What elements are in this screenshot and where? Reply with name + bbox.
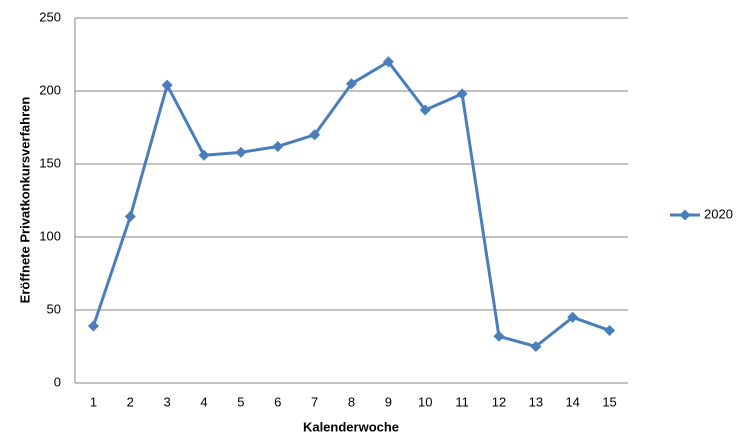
x-tick-label: 10 [418, 394, 432, 409]
x-tick-label: 2 [127, 394, 134, 409]
marker [456, 88, 468, 100]
x-tick-label: 9 [385, 394, 392, 409]
y-axis-title: Eröffnete Privatkonkursverfahren [17, 97, 32, 304]
marker [346, 78, 357, 90]
marker [272, 140, 284, 152]
x-tick-label: 14 [565, 394, 579, 409]
y-tick-label: 250 [39, 9, 61, 24]
marker [530, 341, 542, 352]
x-tick-label: 7 [311, 394, 318, 409]
marker [382, 56, 394, 68]
x-tick-label: 3 [164, 394, 171, 409]
x-axis-title: Kalenderwoche [303, 419, 399, 434]
x-tick-label: 1 [90, 394, 97, 409]
y-tick-label: 200 [39, 82, 61, 97]
marker [161, 79, 173, 91]
marker [235, 146, 247, 158]
marker [124, 211, 136, 223]
legend-label: 2020 [704, 206, 733, 221]
marker [309, 129, 321, 141]
x-tick-label: 13 [529, 394, 543, 409]
marker [493, 330, 505, 342]
x-tick-label: 11 [455, 394, 469, 409]
y-tick-label: 100 [39, 228, 61, 243]
y-tick-label: 0 [54, 374, 61, 389]
x-tick-label: 5 [237, 394, 244, 409]
marker [87, 320, 99, 332]
marker [198, 149, 210, 161]
x-tick-label: 6 [274, 394, 281, 409]
y-tick-label: 50 [47, 301, 61, 316]
y-tick-label: 150 [39, 155, 61, 170]
legend-marker [679, 209, 691, 221]
x-tick-label: 8 [348, 394, 355, 409]
x-tick-label: 12 [492, 394, 506, 409]
marker [567, 311, 579, 323]
marker [604, 324, 616, 336]
x-tick-label: 15 [602, 394, 616, 409]
marker [419, 104, 431, 116]
x-tick-label: 4 [200, 394, 207, 409]
